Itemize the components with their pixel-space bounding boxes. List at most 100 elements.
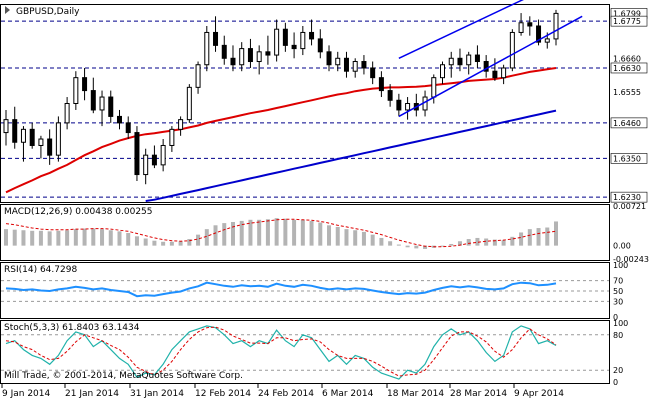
candle-body [509, 31, 515, 69]
candle-body [361, 61, 367, 69]
macd-bar [178, 241, 183, 246]
candle [213, 16, 219, 52]
candle-body [169, 128, 175, 146]
candle-body [544, 38, 550, 43]
price-tick-label-box [610, 62, 648, 74]
macd-bar [396, 244, 401, 246]
macd-bar [204, 229, 209, 246]
macd-bar [300, 219, 305, 246]
macd-bar [117, 231, 122, 246]
macd-bar [510, 236, 515, 246]
candle [125, 116, 131, 140]
price-tick-label-box [610, 153, 648, 164]
x-tick-label: 28 Mar 2014 [450, 389, 507, 399]
x-tick-label: 24 Feb 2014 [258, 389, 314, 399]
candle-body [82, 77, 88, 92]
candle [352, 58, 358, 78]
macd-bar [38, 230, 43, 246]
candle [90, 77, 96, 114]
candle [326, 45, 332, 72]
price-tick-label: 1.6660 [613, 54, 641, 63]
candle-body [335, 57, 341, 66]
candle [108, 90, 114, 123]
candle [20, 126, 26, 162]
rsi-tick-label: 50 [613, 287, 623, 296]
macd-bar [143, 238, 148, 246]
macd-tick-label: -0.00243 [613, 255, 649, 264]
macd-bar [327, 225, 332, 246]
macd-bar [519, 232, 524, 246]
candle [221, 35, 227, 65]
rsi-levels [1, 280, 609, 302]
candle [230, 45, 236, 72]
macd-panel-title: MACD(12,26,9) 0.00438 0.00255 [4, 207, 153, 217]
rsi-panel-title: RSI(14) 64.7298 [4, 265, 77, 275]
candle [73, 71, 79, 110]
macd-bar [21, 230, 26, 246]
macd-bar [292, 219, 297, 246]
macd-tick-label: 0.00721 [613, 202, 646, 211]
candle [291, 32, 297, 59]
macd-signal-line [5, 218, 557, 248]
rsi-tick-label: 70 [613, 277, 623, 286]
candle-body [12, 119, 18, 143]
candle [204, 25, 210, 72]
macd-bar [187, 239, 192, 246]
macd-bar [134, 236, 139, 246]
candle [370, 61, 376, 85]
candle-body [239, 48, 245, 66]
candle [38, 135, 44, 159]
x-tick-label: 6 Mar 2014 [322, 389, 374, 399]
macd-bar [554, 221, 558, 246]
macd-bar [100, 229, 105, 246]
price-tick-label: 1.6230 [613, 193, 641, 202]
stoch-tick-label: 100 [613, 319, 628, 328]
macd-bar [274, 218, 279, 246]
candle [195, 61, 201, 94]
macd-bar [126, 232, 131, 246]
candle-body [553, 12, 559, 40]
rsi-line [5, 281, 557, 298]
candle [387, 84, 393, 107]
macd-bar [161, 241, 166, 246]
candle [82, 67, 88, 101]
candle-body [483, 61, 489, 72]
macd-bar [484, 238, 489, 246]
macd-bar [527, 229, 532, 246]
candle [518, 13, 524, 36]
candle [160, 139, 166, 172]
candle-body [213, 31, 219, 46]
macd-signal [5, 218, 557, 248]
candle-body [291, 44, 297, 50]
candle [169, 126, 175, 152]
candle-body [352, 61, 358, 72]
rsi-tick-label: 30 [613, 297, 623, 306]
price-panel-title: GBPUSD,Daily [16, 7, 80, 17]
macd-bar [239, 220, 244, 246]
macd-bar [222, 223, 227, 246]
price-tick-label: 1.6775 [613, 17, 641, 26]
x-tick-label: 9 Apr 2014 [514, 389, 564, 399]
candle [178, 116, 184, 136]
candle-body [38, 138, 44, 146]
macd-bar [449, 243, 454, 246]
candle [300, 25, 306, 56]
candle [3, 109, 9, 146]
candle [29, 122, 35, 149]
macd-bar [501, 240, 506, 246]
macd-bar [12, 229, 17, 246]
rsi-path [5, 281, 557, 298]
channel-line [398, 0, 524, 59]
rsi-panel: RSI(14) 64.7298 [0, 262, 610, 319]
candle [501, 64, 507, 85]
x-tick-label: 12 Feb 2014 [195, 389, 251, 399]
macd-bar [344, 229, 349, 246]
macd-bar [335, 226, 340, 246]
candle-body [3, 119, 9, 134]
macd-bar [91, 228, 96, 246]
candle-body [501, 67, 507, 79]
macd-bar [73, 229, 78, 246]
price-tick-label-box [610, 191, 648, 203]
stoch-levels [1, 334, 609, 371]
candle [309, 19, 315, 46]
